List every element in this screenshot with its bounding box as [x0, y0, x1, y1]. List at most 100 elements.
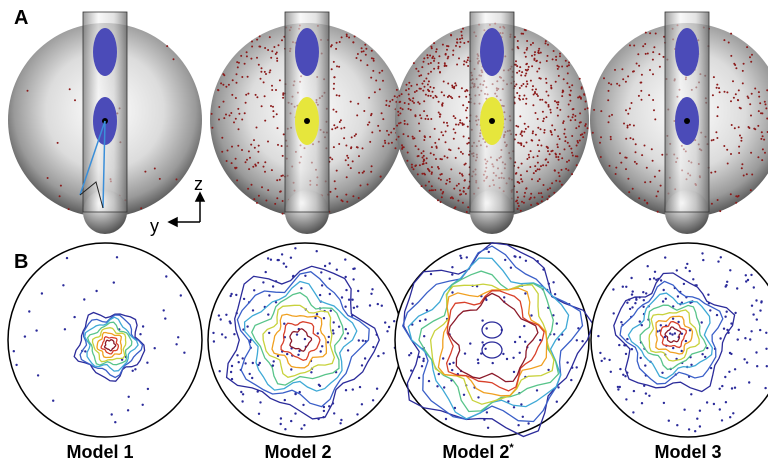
- particle: [534, 165, 536, 167]
- particle: [421, 152, 423, 154]
- particle: [235, 158, 237, 160]
- particle: [517, 167, 519, 169]
- particle: [440, 189, 442, 191]
- particle: [607, 99, 609, 101]
- particle: [238, 113, 240, 115]
- particle: [363, 50, 365, 52]
- particle: [549, 187, 551, 189]
- density-dot: [704, 356, 706, 358]
- particle: [439, 71, 441, 73]
- particle: [60, 185, 62, 187]
- density-dot: [37, 374, 39, 376]
- density-dot: [504, 259, 506, 261]
- particle: [277, 144, 279, 146]
- particle: [419, 164, 421, 166]
- density-dot: [252, 362, 254, 364]
- particle: [385, 104, 387, 106]
- particle: [526, 49, 528, 51]
- particle: [461, 37, 463, 39]
- particle: [563, 78, 565, 80]
- density-dot: [265, 271, 267, 273]
- density-dot: [460, 257, 462, 259]
- density-dot: [113, 281, 115, 283]
- particle: [658, 53, 660, 55]
- density-dot: [699, 410, 701, 412]
- density-dot: [236, 354, 238, 356]
- particle: [526, 47, 528, 49]
- particle: [626, 157, 628, 159]
- density-dot: [370, 293, 372, 295]
- particle: [330, 46, 332, 48]
- particle: [427, 89, 429, 91]
- particle: [525, 56, 527, 58]
- density-dot: [320, 350, 322, 352]
- particle: [557, 101, 559, 103]
- density-dot: [345, 389, 347, 391]
- particle: [524, 52, 526, 54]
- particle: [627, 125, 629, 127]
- particle: [558, 159, 560, 161]
- particle: [465, 96, 467, 98]
- particle: [363, 110, 365, 112]
- density-dot: [451, 273, 453, 275]
- density-dot: [314, 317, 316, 319]
- particle: [415, 145, 417, 147]
- particle: [374, 91, 376, 93]
- particle: [445, 131, 447, 133]
- particle: [438, 66, 440, 68]
- particle: [514, 161, 516, 163]
- particle: [436, 96, 438, 98]
- particle: [616, 83, 618, 85]
- particle: [144, 171, 146, 173]
- density-dot: [24, 335, 26, 337]
- particle: [282, 97, 284, 99]
- density-dot: [297, 354, 299, 356]
- particle: [615, 167, 617, 169]
- particle: [335, 127, 337, 129]
- particle: [269, 71, 271, 73]
- particle: [577, 140, 579, 142]
- density-dot: [756, 365, 758, 367]
- particle: [261, 186, 263, 188]
- density-dot: [244, 362, 246, 364]
- particle: [533, 59, 535, 61]
- particle: [264, 120, 266, 122]
- particle: [532, 104, 534, 106]
- density-dot: [224, 336, 226, 338]
- particle: [579, 140, 581, 142]
- particle: [440, 179, 442, 181]
- particle: [412, 138, 414, 140]
- particle: [355, 133, 357, 135]
- particle: [641, 154, 643, 156]
- particle: [394, 95, 396, 97]
- particle: [432, 189, 434, 191]
- density-dot: [340, 419, 342, 421]
- density-dot: [753, 286, 755, 288]
- particle: [533, 172, 535, 174]
- particle: [526, 80, 528, 82]
- particle: [228, 84, 230, 86]
- density-dot: [330, 310, 332, 312]
- particle: [520, 178, 522, 180]
- particle: [516, 92, 518, 94]
- density-dot: [731, 387, 733, 389]
- particle: [256, 96, 258, 98]
- particle: [751, 93, 753, 95]
- particle: [352, 41, 354, 43]
- particle: [541, 99, 543, 101]
- particle: [573, 108, 575, 110]
- density-dot: [359, 386, 361, 388]
- particle: [377, 125, 379, 127]
- particle: [278, 44, 280, 46]
- particle: [520, 74, 522, 76]
- particle: [368, 97, 370, 99]
- particle: [718, 87, 720, 89]
- particle: [517, 202, 519, 204]
- particle: [465, 193, 467, 195]
- particle: [654, 118, 656, 120]
- particle: [538, 77, 540, 79]
- particle: [730, 193, 732, 195]
- density-dot: [599, 352, 601, 354]
- particle: [335, 48, 337, 50]
- density-dot: [707, 294, 709, 296]
